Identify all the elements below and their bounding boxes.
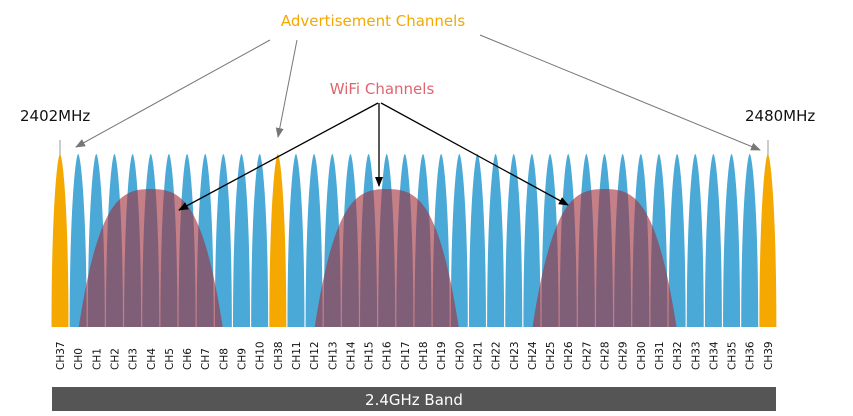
frequency-end-label: 2480MHz [745,107,815,125]
channel-lobe-ch10 [251,154,269,327]
channel-label-ch32: CH32 [672,341,684,370]
channel-label-ch31: CH31 [654,341,666,370]
channel-label-ch6: CH6 [182,348,194,370]
wifi-arrow-ch28 [380,102,569,206]
channel-label-ch29: CH29 [618,341,630,370]
channel-label-ch3: CH3 [128,348,140,370]
channel-lobe-ch20 [450,154,468,327]
channel-label-ch36: CH36 [745,341,757,370]
wifi-channel-hump-2 [314,189,459,327]
wifi-channels-label: WiFi Channels [330,80,435,98]
channel-lobe-ch36 [741,154,759,327]
wifi-channel-hump-3 [532,189,677,327]
channel-label-ch33: CH33 [690,341,702,370]
channel-lobe-ch32 [668,154,686,327]
wifi-channel-humps [78,189,677,327]
channel-label-ch12: CH12 [309,341,321,370]
channel-lobe-ch11 [287,154,305,327]
channel-label-ch0: CH0 [73,348,85,370]
channel-label-ch11: CH11 [291,341,303,370]
channel-lobe-ch38 [269,154,287,327]
channel-lobe-ch35 [723,154,741,327]
channel-label-ch1: CH1 [91,348,103,370]
channel-lobe-ch9 [233,154,250,327]
band-bar [52,387,776,411]
channel-label-ch30: CH30 [636,341,648,370]
advertisement-arrow-ch38 [275,39,298,138]
channel-label-ch23: CH23 [509,341,521,370]
channel-lobe-ch34 [704,154,722,327]
channel-label-ch18: CH18 [418,341,430,370]
channel-label-ch7: CH7 [200,348,212,370]
channel-label-ch26: CH26 [563,341,575,370]
channel-label-ch15: CH15 [364,341,376,370]
channel-label-ch16: CH16 [382,341,394,370]
channel-lobe-ch8 [214,154,232,327]
channel-lobe-ch39 [759,154,777,327]
channel-label-ch34: CH34 [708,341,720,370]
advertisement-arrow-ch39 [479,34,761,151]
channel-label-ch19: CH19 [436,341,448,370]
channel-label-ch8: CH8 [218,348,230,370]
channel-label-ch35: CH35 [727,341,739,370]
channel-lobe-ch0 [69,154,87,327]
channel-label-ch39: CH39 [763,341,775,370]
advertisement-channels-label: Advertisement Channels [281,12,465,30]
wifi-arrow-ch4 [178,102,379,211]
channel-label-ch20: CH20 [454,341,466,370]
channel-lobe-ch37 [51,154,69,327]
channel-label-ch24: CH24 [527,341,539,370]
channel-lobe-ch12 [305,154,323,327]
channel-label-ch14: CH14 [345,341,357,370]
channel-label-ch27: CH27 [581,341,593,370]
channel-label-ch13: CH13 [327,341,339,370]
channel-labels: CH37 CH0 CH1 CH2 CH3 CH4 CH5 CH6 CH7 CH8 CH9 CH10 CH… [55,341,775,370]
advertisement-arrow-ch37 [75,39,271,148]
band-label: 2.4GHz Band [365,391,463,409]
channel-lobe-ch23 [505,154,523,327]
channel-label-ch38: CH38 [273,341,285,370]
wifi-channel-hump-1 [78,189,223,327]
frequency-start-label: 2402MHz [20,107,90,125]
channel-lobe-ch33 [686,154,704,327]
channel-label-ch10: CH10 [255,341,267,370]
channel-label-ch28: CH28 [600,341,612,370]
channel-label-ch17: CH17 [400,341,412,370]
channel-label-ch4: CH4 [146,348,158,370]
channel-label-ch5: CH5 [164,348,176,370]
channel-lobe-ch21 [468,154,486,327]
channel-label-ch22: CH22 [491,341,503,370]
channel-label-ch37: CH37 [55,341,67,370]
channel-label-ch2: CH2 [109,348,121,370]
channel-label-ch9: CH9 [237,348,249,370]
channel-lobe-ch24 [523,154,541,327]
channel-label-ch25: CH25 [545,341,557,370]
channel-label-ch21: CH21 [472,341,484,370]
channel-lobe-ch22 [487,154,505,327]
